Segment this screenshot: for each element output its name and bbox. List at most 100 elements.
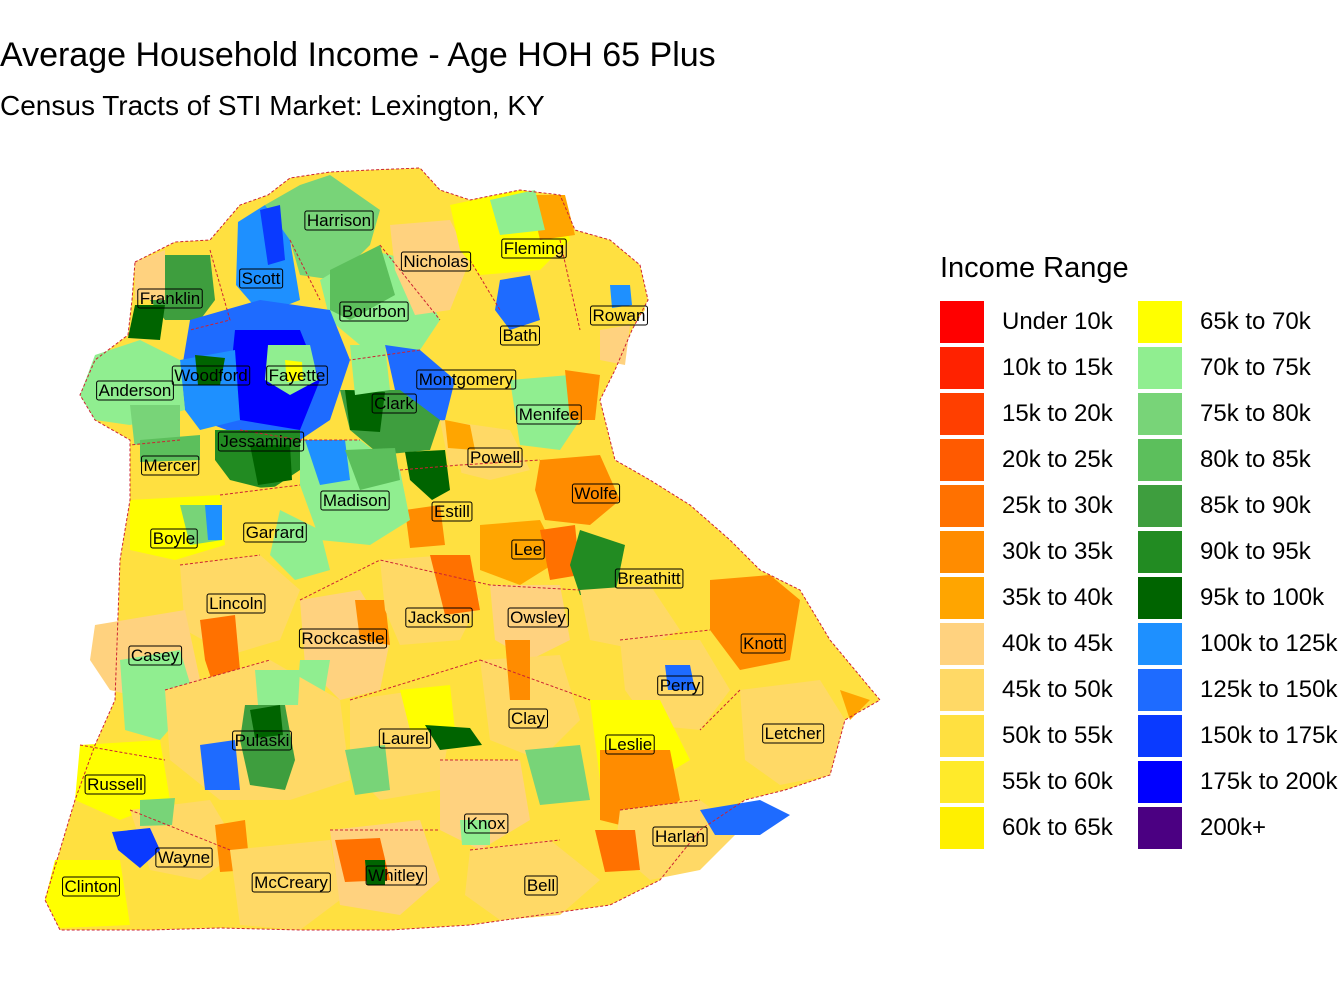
- tract-woodford-dg: [195, 355, 225, 385]
- legend-swatch: [1138, 393, 1182, 435]
- tract-scott-n: [260, 205, 285, 265]
- county-label-text: Wolfe: [574, 484, 617, 503]
- legend-swatch: [940, 439, 984, 481]
- legend-item: 95k to 100k: [1138, 576, 1344, 622]
- county-label-text: Pulaski: [235, 731, 290, 750]
- county-label-text: Rowan: [593, 306, 646, 325]
- tract-bourbon-c: [330, 245, 395, 320]
- county-label-text: Bath: [503, 326, 538, 345]
- tract-wolfe: [535, 455, 620, 525]
- county-label-text: Wayne: [158, 848, 210, 867]
- tract-franklin-s: [128, 305, 165, 340]
- legend-item: 60k to 65k: [940, 806, 1150, 852]
- legend-item: 65k to 70k: [1138, 300, 1344, 346]
- county-label: Garrard: [243, 522, 307, 543]
- tract-mercer-n: [140, 435, 200, 462]
- county-label-box: [464, 813, 509, 834]
- county-label: Knox: [464, 813, 509, 834]
- county-label: Jessamine: [217, 431, 305, 452]
- county-label-box: [171, 365, 251, 386]
- county-label: Powell: [467, 447, 523, 468]
- county-label: Boyle: [150, 528, 198, 549]
- county-label-box: [251, 872, 331, 893]
- tract-rowan-blue: [610, 285, 632, 308]
- county-label-text: Menifee: [519, 405, 579, 424]
- legend-swatch: [1138, 439, 1182, 481]
- county-label-text: Jackson: [408, 608, 470, 627]
- county-label: McCreary: [251, 872, 331, 893]
- county-label: Lincoln: [206, 593, 266, 614]
- county-label-text: Franklin: [140, 289, 200, 308]
- tract-fills: [45, 168, 880, 930]
- county-label: Owsley: [507, 607, 569, 628]
- county-label-box: [400, 251, 472, 272]
- county-label-box: [524, 875, 558, 896]
- county-label-box: [150, 528, 198, 549]
- county-label-box: [96, 380, 174, 401]
- county-label-text: Jessamine: [220, 432, 301, 451]
- county-label-box: [128, 645, 183, 666]
- legend-swatch: [1138, 669, 1182, 711]
- legend-label: 100k to 125k: [1200, 630, 1338, 657]
- county-label-text: Knott: [743, 634, 783, 653]
- county-label: Harlan: [652, 826, 708, 847]
- county-label-box: [206, 593, 266, 614]
- county-label-text: Clark: [374, 394, 414, 413]
- county-label-text: Boyle: [153, 529, 196, 548]
- legend-item: 20k to 25k: [940, 438, 1150, 484]
- tract-breathitt: [570, 530, 625, 595]
- county-label: Letcher: [762, 723, 825, 744]
- county-label: Rockcastle: [298, 628, 388, 649]
- county-label: Wolfe: [571, 483, 621, 504]
- county-label: Bourbon: [339, 301, 409, 322]
- legend-label: 95k to 100k: [1200, 584, 1325, 611]
- county-label: Clark: [371, 393, 417, 414]
- county-label: Rowan: [590, 305, 648, 326]
- tract-fleming-n: [490, 190, 545, 235]
- legend-label: 35k to 40k: [1002, 584, 1113, 611]
- legend-item: 10k to 15k: [940, 346, 1150, 392]
- county-label-text: Fayette: [269, 366, 326, 385]
- county-label: Lee: [511, 539, 545, 560]
- county-label: Bell: [524, 875, 558, 896]
- county-label-text: Harrison: [307, 211, 371, 230]
- county-label-box: [762, 723, 825, 744]
- county-label-box: [740, 633, 786, 654]
- county-label: Breathitt: [614, 568, 684, 589]
- county-label-box: [590, 305, 648, 326]
- county-label-text: Bourbon: [342, 302, 406, 321]
- county-label-text: Bell: [527, 876, 555, 895]
- county-label-box: [365, 865, 427, 886]
- legend-label: 15k to 20k: [1002, 400, 1113, 427]
- tract-clark-dg: [345, 390, 385, 432]
- legend-swatch: [940, 807, 984, 849]
- county-label: Russell: [84, 774, 146, 795]
- county-label-text: Scott: [242, 269, 281, 288]
- legend-title: Income Range: [940, 252, 1129, 284]
- county-label: Knott: [740, 633, 786, 654]
- county-label-box: [320, 490, 390, 511]
- tract-wayne-g: [140, 798, 175, 826]
- tract-garrard-green: [270, 510, 330, 580]
- tract-bath: [495, 275, 540, 330]
- county-label: Clay: [508, 708, 549, 729]
- legend-label: 20k to 25k: [1002, 446, 1113, 473]
- legend-swatch: [940, 301, 984, 343]
- legend-label: 40k to 45k: [1002, 630, 1113, 657]
- legend-label: 30k to 35k: [1002, 538, 1113, 565]
- county-label-text: Leslie: [608, 735, 652, 754]
- tract-pulaski-dg: [250, 705, 283, 738]
- legend-item: 75k to 80k: [1138, 392, 1344, 438]
- county-label-box: [405, 607, 473, 628]
- county-label: Jackson: [405, 607, 473, 628]
- county-label-text: Breathitt: [617, 569, 681, 588]
- tract-mccreary: [230, 840, 340, 930]
- county-label: Woodford: [171, 365, 251, 386]
- legend-label: 25k to 30k: [1002, 492, 1113, 519]
- legend-label: Under 10k: [1002, 308, 1113, 335]
- choropleth-map: Harrison Fleming Nicholas Scott Franklin Bour…: [44, 167, 881, 931]
- legend-item: 85k to 90k: [1138, 484, 1344, 530]
- county-label-text: Whitley: [368, 866, 424, 885]
- tract-powell-orange: [445, 420, 475, 450]
- county-label: Harrison: [304, 210, 374, 231]
